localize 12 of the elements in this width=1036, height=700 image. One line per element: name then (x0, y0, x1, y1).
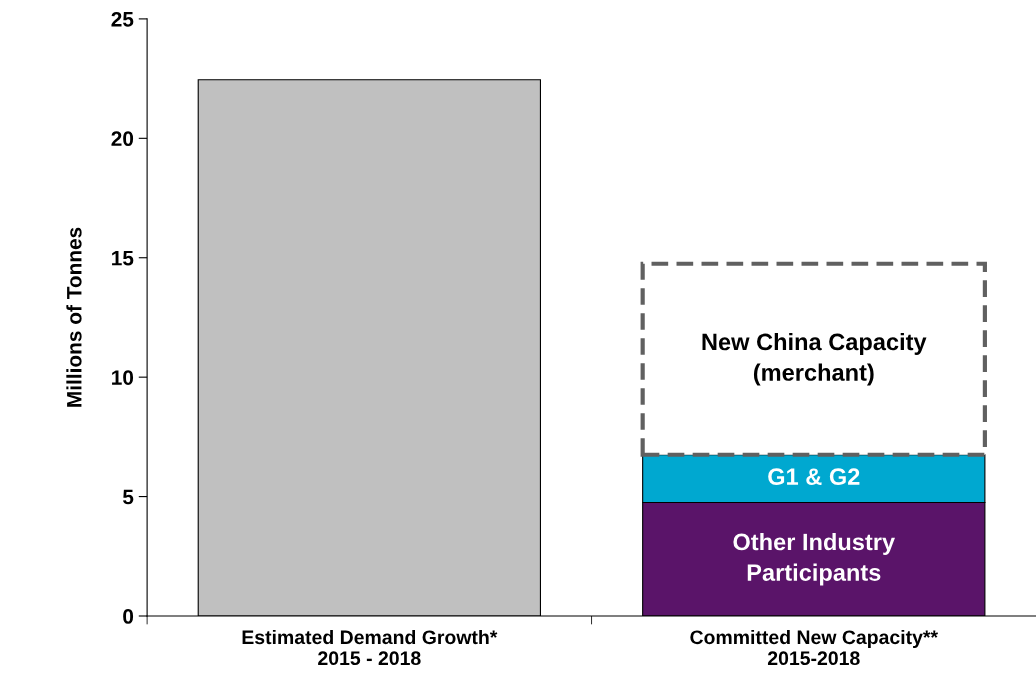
x-tick-label: Estimated Demand Growth* 2015 - 2018 (242, 629, 498, 666)
y-tick-label: 10 (112, 370, 134, 385)
y-tick-label: 20 (111, 131, 134, 147)
y-tick-label: 0 (123, 609, 134, 624)
series-label: Other Industry Participants (733, 532, 895, 586)
x-tick-label: Committed New Capacity** 2015-2018 (690, 629, 939, 666)
y-axis-title: Millions of Tonnes (66, 227, 82, 407)
y-tick-label: 5 (122, 489, 134, 505)
y-tick-label: 25 (111, 11, 134, 27)
y-tick-label: 15 (112, 250, 134, 266)
series-label: G1 & G2 (768, 468, 860, 486)
series-label: New China Capacity (merchant) (702, 332, 927, 386)
